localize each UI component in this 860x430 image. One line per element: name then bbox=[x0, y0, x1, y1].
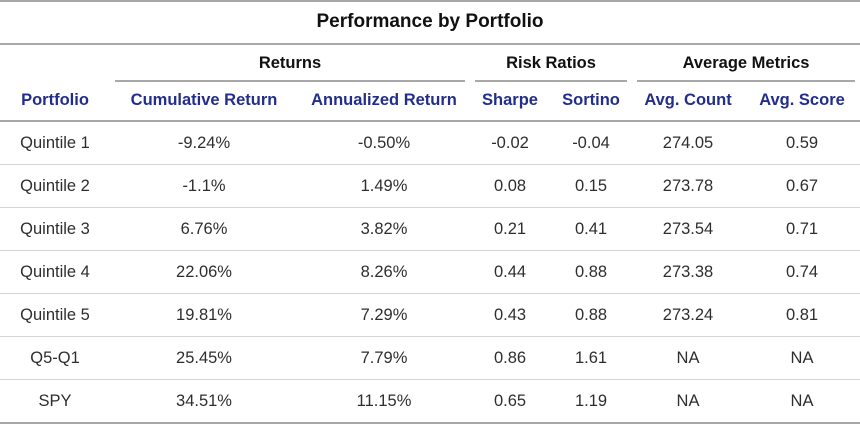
column-header-annualized-return: Annualized Return bbox=[298, 82, 470, 122]
cell-sortino: 0.88 bbox=[550, 293, 632, 337]
cell-portfolio: Quintile 2 bbox=[0, 164, 110, 208]
cell-avg-score: 0.67 bbox=[744, 164, 860, 208]
cell-sharpe: 0.65 bbox=[470, 379, 550, 424]
table-row: Q5-Q1 25.45% 7.79% 0.86 1.61 NA NA bbox=[0, 336, 860, 380]
cell-avg-score: 0.74 bbox=[744, 250, 860, 294]
cell-annualized-return: 1.49% bbox=[298, 164, 470, 208]
column-header-sortino: Sortino bbox=[550, 82, 632, 122]
cell-sortino: 0.88 bbox=[550, 250, 632, 294]
cell-cumulative-return: 25.45% bbox=[110, 336, 298, 380]
cell-portfolio: Quintile 5 bbox=[0, 293, 110, 337]
cell-cumulative-return: -9.24% bbox=[110, 121, 298, 165]
table-row: Quintile 2 -1.1% 1.49% 0.08 0.15 273.78 … bbox=[0, 164, 860, 208]
cell-sharpe: 0.21 bbox=[470, 207, 550, 251]
table-title: Performance by Portfolio bbox=[0, 0, 860, 45]
table-row: Quintile 4 22.06% 8.26% 0.44 0.88 273.38… bbox=[0, 250, 860, 294]
spanner-empty bbox=[0, 45, 110, 82]
cell-portfolio: SPY bbox=[0, 379, 110, 424]
spanner-returns: Returns bbox=[110, 45, 470, 82]
cell-avg-score: 0.81 bbox=[744, 293, 860, 337]
cell-avg-count: 274.05 bbox=[632, 121, 744, 165]
cell-portfolio: Q5-Q1 bbox=[0, 336, 110, 380]
spanner-average-metrics: Average Metrics bbox=[632, 45, 860, 82]
cell-avg-score: NA bbox=[744, 379, 860, 424]
cell-portfolio: Quintile 4 bbox=[0, 250, 110, 294]
cell-avg-score: NA bbox=[744, 336, 860, 380]
column-header-portfolio: Portfolio bbox=[0, 82, 110, 122]
cell-portfolio: Quintile 1 bbox=[0, 121, 110, 165]
column-header-avg-score: Avg. Score bbox=[744, 82, 860, 122]
cell-cumulative-return: 6.76% bbox=[110, 207, 298, 251]
table-row: Quintile 5 19.81% 7.29% 0.43 0.88 273.24… bbox=[0, 293, 860, 337]
cell-avg-count: 273.78 bbox=[632, 164, 744, 208]
cell-sharpe: 0.43 bbox=[470, 293, 550, 337]
cell-annualized-return: -0.50% bbox=[298, 121, 470, 165]
cell-portfolio: Quintile 3 bbox=[0, 207, 110, 251]
cell-avg-count: NA bbox=[632, 379, 744, 424]
cell-annualized-return: 7.29% bbox=[298, 293, 470, 337]
cell-cumulative-return: 34.51% bbox=[110, 379, 298, 424]
column-header-avg-count: Avg. Count bbox=[632, 82, 744, 122]
cell-sortino: 1.19 bbox=[550, 379, 632, 424]
cell-avg-count: 273.24 bbox=[632, 293, 744, 337]
cell-annualized-return: 11.15% bbox=[298, 379, 470, 424]
spanner-risk-ratios: Risk Ratios bbox=[470, 45, 632, 82]
cell-cumulative-return: 19.81% bbox=[110, 293, 298, 337]
cell-annualized-return: 8.26% bbox=[298, 250, 470, 294]
table-row: Quintile 1 -9.24% -0.50% -0.02 -0.04 274… bbox=[0, 121, 860, 165]
table-row: SPY 34.51% 11.15% 0.65 1.19 NA NA bbox=[0, 379, 860, 424]
column-header-sharpe: Sharpe bbox=[470, 82, 550, 122]
cell-cumulative-return: 22.06% bbox=[110, 250, 298, 294]
cell-sortino: 1.61 bbox=[550, 336, 632, 380]
cell-sharpe: 0.08 bbox=[470, 164, 550, 208]
table-row: Quintile 3 6.76% 3.82% 0.21 0.41 273.54 … bbox=[0, 207, 860, 251]
cell-avg-count: 273.38 bbox=[632, 250, 744, 294]
cell-annualized-return: 3.82% bbox=[298, 207, 470, 251]
cell-annualized-return: 7.79% bbox=[298, 336, 470, 380]
cell-sortino: 0.41 bbox=[550, 207, 632, 251]
column-header-cumulative-return: Cumulative Return bbox=[110, 82, 298, 122]
cell-sortino: -0.04 bbox=[550, 121, 632, 165]
column-header-row: Portfolio Cumulative Return Annualized R… bbox=[0, 82, 860, 122]
spanner-row: Returns Risk Ratios Average Metrics bbox=[0, 45, 860, 82]
cell-sharpe: 0.86 bbox=[470, 336, 550, 380]
cell-avg-score: 0.59 bbox=[744, 121, 860, 165]
cell-sharpe: -0.02 bbox=[470, 121, 550, 165]
cell-cumulative-return: -1.1% bbox=[110, 164, 298, 208]
cell-sortino: 0.15 bbox=[550, 164, 632, 208]
cell-sharpe: 0.44 bbox=[470, 250, 550, 294]
cell-avg-score: 0.71 bbox=[744, 207, 860, 251]
cell-avg-count: 273.54 bbox=[632, 207, 744, 251]
cell-avg-count: NA bbox=[632, 336, 744, 380]
